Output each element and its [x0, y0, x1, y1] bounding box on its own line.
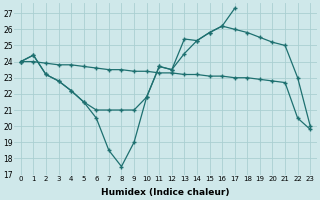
X-axis label: Humidex (Indice chaleur): Humidex (Indice chaleur): [101, 188, 230, 197]
